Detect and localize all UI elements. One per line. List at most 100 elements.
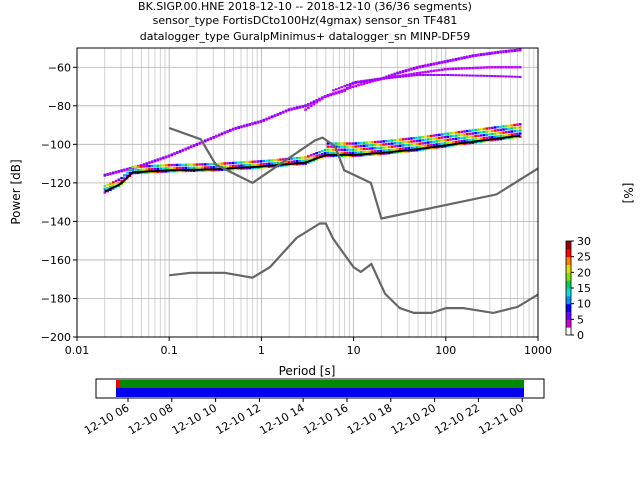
colorbar-cell [566, 267, 571, 270]
heat-cell [393, 72, 397, 76]
heat-cell [162, 156, 165, 160]
heat-cell [357, 151, 360, 154]
heat-cell [396, 147, 399, 151]
heat-cell [360, 83, 363, 86]
heat-cell [488, 136, 491, 139]
heat-cell [148, 161, 151, 165]
heat-cell [435, 143, 438, 146]
heat-cell [504, 75, 508, 78]
heat-cell [507, 127, 511, 130]
x-tick-label: 100 [435, 344, 456, 357]
heat-cell [142, 163, 146, 167]
heat-cell [148, 164, 151, 168]
colorbar-label: [%] [621, 183, 635, 204]
heat-cell [471, 66, 475, 70]
heat-cell [382, 140, 385, 143]
heat-cell [223, 162, 227, 165]
colorbar-tick-label: 30 [577, 235, 591, 248]
heat-cell [265, 117, 268, 121]
heat-cell [385, 149, 388, 152]
heat-cell [471, 54, 475, 58]
heat-cell [396, 141, 399, 145]
heat-cell [452, 67, 455, 71]
heat-cell [340, 86, 344, 89]
heat-cell [491, 75, 494, 78]
heat-cell [474, 74, 477, 77]
heat-cell [421, 135, 424, 139]
heat-cell [365, 147, 369, 151]
colorbar-cell [566, 300, 571, 303]
heat-cell [198, 163, 201, 166]
heat-cell [474, 128, 477, 132]
colorbar-cell [566, 314, 571, 317]
heat-cell [404, 140, 408, 144]
colorbar-cell [566, 330, 571, 333]
heat-cell [217, 162, 221, 166]
heat-cell [156, 167, 160, 171]
heat-cell [373, 147, 377, 150]
heat-cell [103, 188, 107, 191]
heat-cell [426, 63, 430, 67]
heat-cell [340, 89, 344, 92]
heat-cell [399, 141, 402, 144]
heat-cell [471, 132, 475, 135]
heat-cell [390, 139, 394, 142]
heat-cell [502, 128, 505, 131]
heat-cell [371, 79, 374, 82]
heat-cell [446, 141, 450, 145]
heat-cell [382, 77, 385, 80]
heat-cell [491, 126, 494, 130]
heat-cell [284, 161, 288, 164]
heat-cell [307, 106, 310, 109]
colorbar-cell [566, 269, 571, 272]
x-tick-label: 1000 [524, 344, 552, 357]
heat-cell [304, 104, 307, 108]
heat-cell [373, 78, 377, 81]
heat-cell [477, 128, 480, 131]
heat-cell [254, 163, 257, 166]
heat-cell [376, 78, 380, 81]
heat-cell [293, 106, 296, 110]
colorbar-cell [566, 270, 571, 273]
heat-cell [170, 163, 174, 167]
heat-cell [479, 137, 483, 140]
heat-cell [477, 137, 480, 141]
heat-cell [103, 173, 107, 177]
heat-cell [485, 133, 489, 136]
heat-cell [457, 74, 461, 77]
colorbar-cell [566, 250, 571, 253]
heat-cell [479, 134, 483, 137]
heat-cell [270, 165, 274, 168]
colorbar-cell [566, 251, 571, 255]
heat-cell [485, 130, 489, 133]
heat-cell [242, 161, 246, 164]
heat-cell [351, 151, 355, 155]
colorbar-cell [566, 264, 571, 267]
heat-cell [323, 95, 327, 98]
heat-cell [373, 150, 377, 153]
heat-cell [460, 130, 463, 134]
heat-cell [504, 134, 508, 137]
heat-cell [387, 74, 391, 78]
heat-cell [440, 60, 444, 64]
heat-cell [265, 159, 268, 163]
heat-cell [276, 112, 279, 116]
heat-cell [237, 126, 240, 130]
heat-cell [382, 149, 385, 152]
heat-cell [452, 144, 455, 147]
heat-cell [396, 71, 399, 75]
heat-cell [404, 73, 408, 77]
colorbar-cell [566, 258, 571, 261]
colorbar-cell [566, 289, 571, 292]
heat-cell [435, 61, 438, 65]
heat-cell [513, 75, 516, 78]
noise-model-nlnm [169, 222, 539, 315]
heat-cell [390, 73, 394, 77]
colorbar-tick-label: 25 [577, 251, 591, 264]
heat-cell [421, 64, 424, 68]
heat-cell [460, 74, 463, 77]
heat-cell [307, 158, 310, 161]
heat-cell [468, 74, 472, 77]
heat-cell [229, 161, 232, 165]
heat-cell [368, 144, 371, 147]
